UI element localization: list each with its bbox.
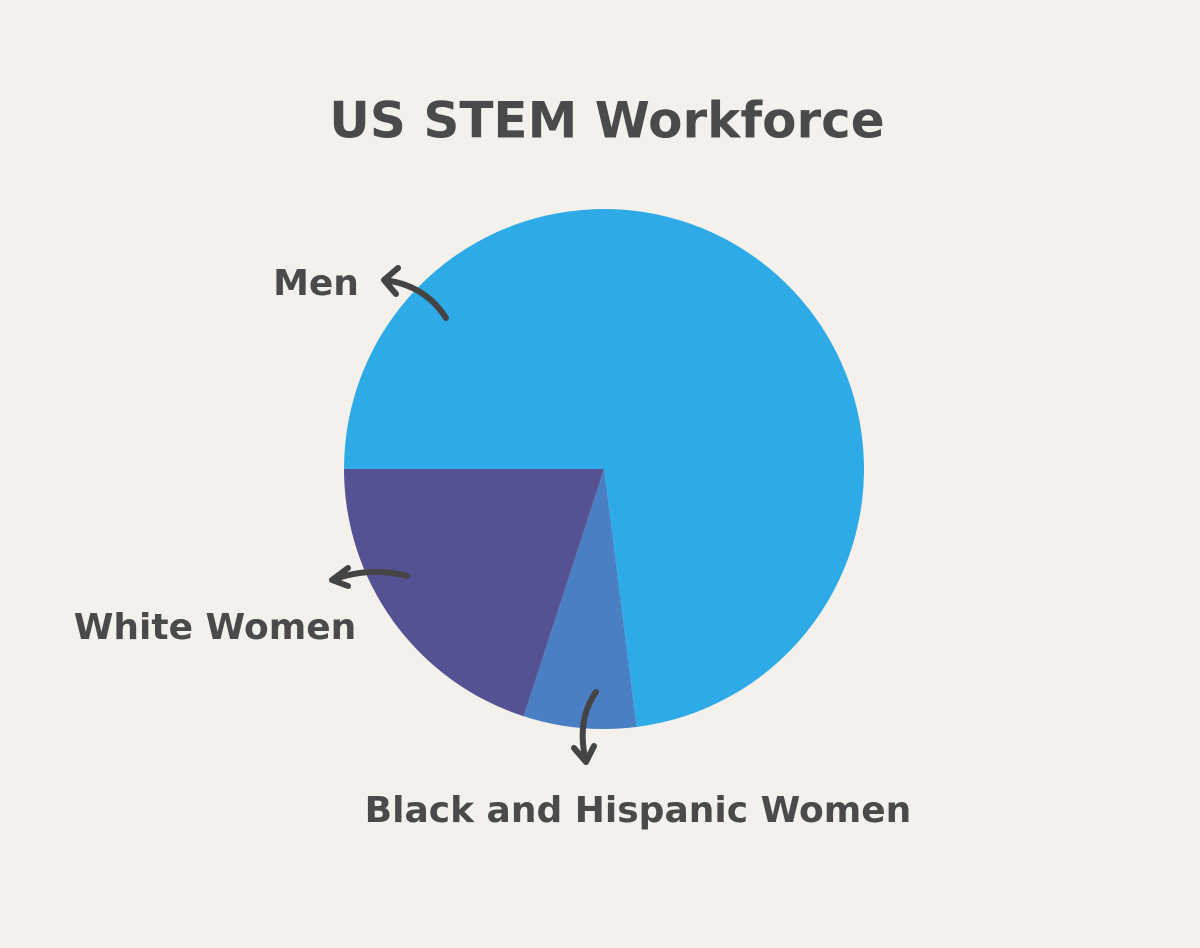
pie	[344, 208, 864, 730]
slice-label: Men	[273, 263, 359, 304]
pie-slice	[523, 469, 637, 730]
arrow	[329, 565, 410, 589]
slice-label: White Women	[74, 607, 357, 648]
chart-title: US STEM Workforce	[329, 92, 884, 150]
pie-slice	[344, 469, 604, 717]
slice-label: Black and Hispanic Women	[365, 790, 912, 831]
arrow	[381, 265, 449, 321]
arrow	[571, 689, 599, 765]
pie-slice	[344, 208, 864, 727]
